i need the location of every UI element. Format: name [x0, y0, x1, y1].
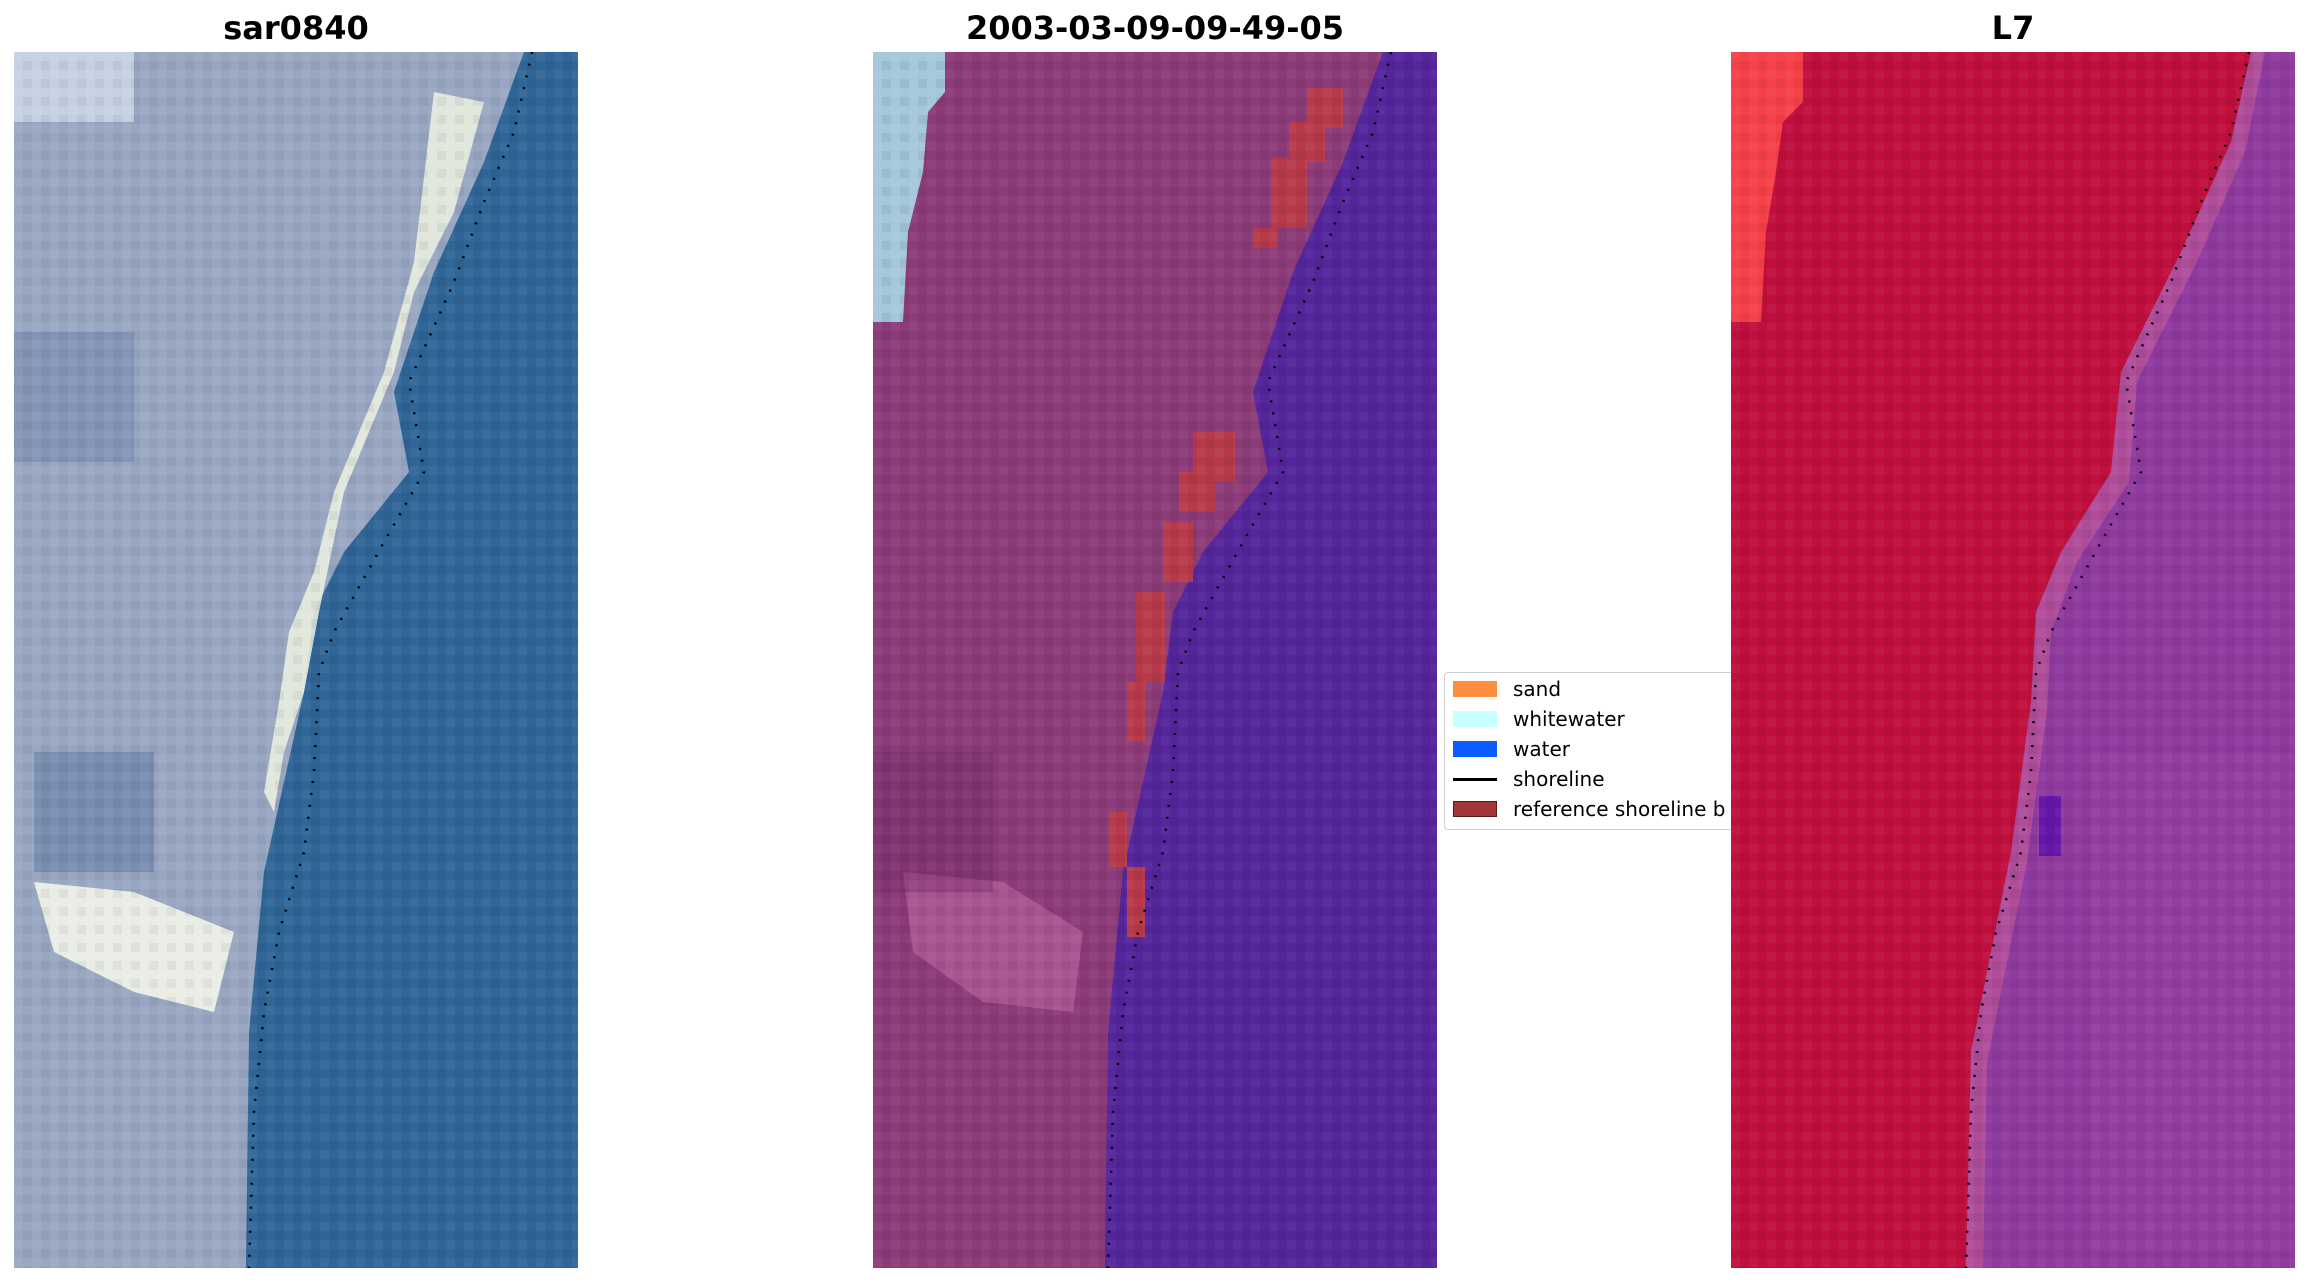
classified-image-panel	[873, 52, 1437, 1268]
water-swatch	[1453, 741, 1497, 757]
sand-swatch	[1453, 681, 1497, 697]
legend-label-sand: sand	[1513, 677, 1562, 701]
legend-label-reference-buffer: reference shoreline b	[1513, 797, 1726, 821]
whitewater-swatch	[1453, 711, 1497, 727]
legend-item-reference-buffer: reference shoreline b	[1453, 797, 1725, 821]
rgb-image-panel	[14, 52, 578, 1268]
legend-label-water: water	[1513, 737, 1570, 761]
legend-item-water: water	[1453, 737, 1570, 761]
panel-title-classified: 2003-03-09-09-49-05	[965, 9, 1345, 47]
legend-item-sand: sand	[1453, 677, 1561, 701]
legend-item-whitewater: whitewater	[1453, 707, 1625, 731]
index-image-panel	[1731, 52, 2295, 1268]
panel-title-rgb: sar0840	[223, 9, 369, 47]
legend-label-shoreline: shoreline	[1513, 767, 1605, 791]
panel-title-index: L7	[1991, 9, 2035, 47]
legend: sand whitewater water shoreline referenc…	[1444, 672, 1740, 830]
classified-image	[873, 52, 1437, 1268]
shoreline-swatch	[1453, 777, 1497, 781]
reference-buffer-swatch	[1453, 801, 1497, 817]
rgb-image	[14, 52, 578, 1268]
legend-label-whitewater: whitewater	[1513, 707, 1625, 731]
index-image	[1731, 52, 2295, 1268]
legend-item-shoreline: shoreline	[1453, 767, 1605, 791]
